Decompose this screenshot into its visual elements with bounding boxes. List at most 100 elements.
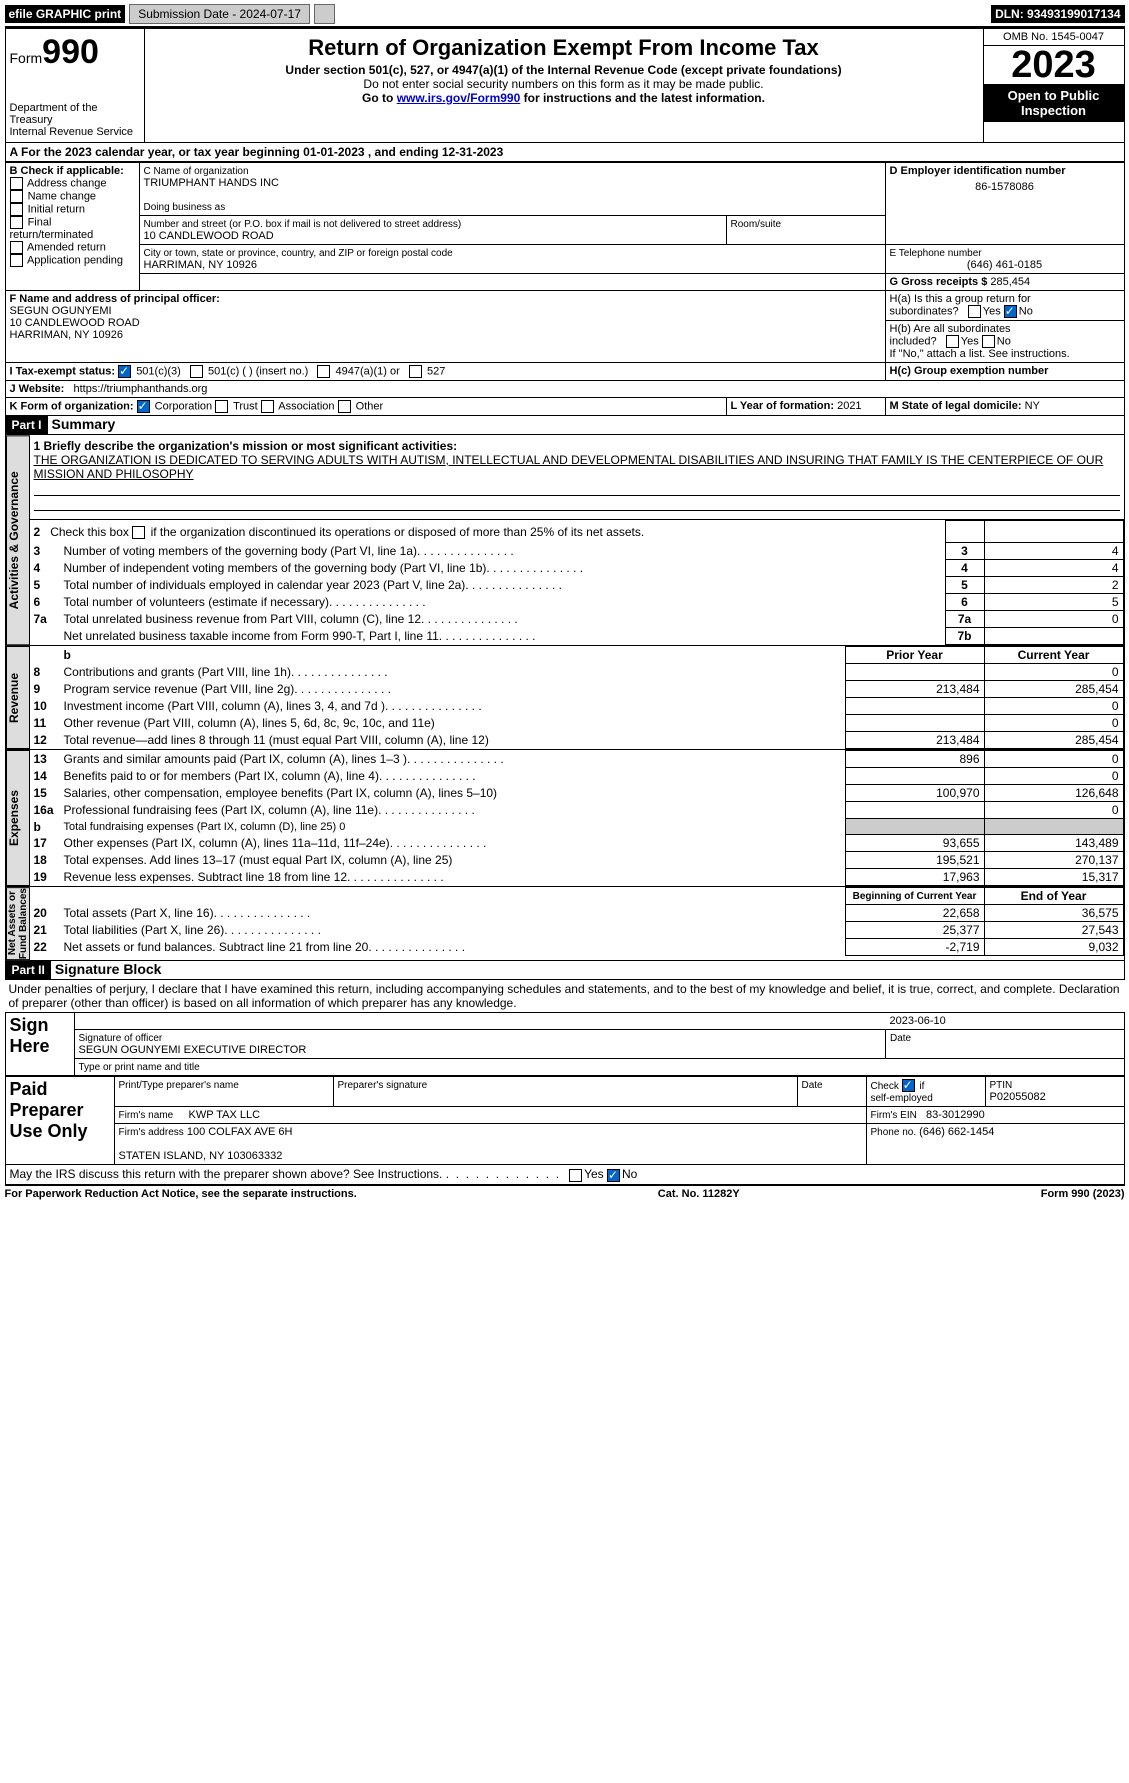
gov-row: 5Total number of individuals employed in… <box>30 577 1124 594</box>
submission-date[interactable]: Submission Date - 2024-07-17 <box>129 4 310 24</box>
discuss-text: May the IRS discuss this return with the… <box>10 1167 443 1181</box>
net-row: 20Total assets (Part X, line 16)22,65836… <box>30 905 1124 922</box>
box-c-label: C Name of organization <box>144 166 249 177</box>
rev-row: 11Other revenue (Part VIII, column (A), … <box>30 715 1124 732</box>
net-row: 21Total liabilities (Part X, line 26)25,… <box>30 922 1124 939</box>
tab-net-assets: Net Assets or Fund Balances <box>6 887 30 960</box>
year-formation-label: L Year of formation: <box>731 400 835 412</box>
exp-row: 13Grants and similar amounts paid (Part … <box>30 751 1124 768</box>
ptin-label: PTIN <box>990 1080 1013 1091</box>
declaration-text: Under penalties of perjury, I declare th… <box>5 980 1125 1012</box>
rev-row: 10Investment income (Part VIII, column (… <box>30 698 1124 715</box>
cb-final-return[interactable] <box>10 216 23 229</box>
beg-year-hdr: Beginning of Current Year <box>845 888 984 905</box>
exp-row: bTotal fundraising expenses (Part IX, co… <box>30 819 1124 835</box>
cb-trust[interactable] <box>215 400 228 413</box>
tab-governance: Activities & Governance <box>6 435 30 645</box>
firm-phone: (646) 662-1454 <box>919 1126 994 1138</box>
footer-left: For Paperwork Reduction Act Notice, see … <box>5 1188 357 1200</box>
officer-value: SEGUN OGUNYEMI 10 CANDLEWOOD ROAD HARRIM… <box>10 305 140 341</box>
footer-right: Form 990 (2023) <box>1041 1188 1125 1200</box>
cb-assoc[interactable] <box>261 400 274 413</box>
dba-label: Doing business as <box>144 202 226 213</box>
cb-501c[interactable] <box>190 365 203 378</box>
governance-table: 2 Check this box if the organization dis… <box>30 520 1124 645</box>
city-label: City or town, state or province, country… <box>144 248 453 259</box>
phone-label: E Telephone number <box>890 248 982 259</box>
exp-row: 15Salaries, other compensation, employee… <box>30 785 1124 802</box>
sign-date: 2023-06-10 <box>890 1015 946 1027</box>
room-label: Room/suite <box>731 219 782 230</box>
cb-ha-no[interactable] <box>1004 305 1017 318</box>
subtitle-1: Under section 501(c), 527, or 4947(a)(1)… <box>149 63 979 77</box>
top-toolbar: efile GRAPHIC print Submission Date - 20… <box>5 4 1125 28</box>
rev-row: 9Program service revenue (Part VIII, lin… <box>30 681 1124 698</box>
net-assets-table: Beginning of Current YearEnd of Year 20T… <box>30 887 1124 956</box>
cb-other[interactable] <box>338 400 351 413</box>
cb-discontinued[interactable] <box>132 526 145 539</box>
firm-name: KWP TAX LLC <box>188 1109 260 1121</box>
tab-revenue: Revenue <box>6 646 30 749</box>
footer-mid: Cat. No. 11282Y <box>658 1188 740 1200</box>
preparer-name-label: Print/Type preparer's name <box>119 1080 239 1091</box>
public-inspection: Open to Public Inspection <box>984 84 1124 122</box>
dept-label: Department of the Treasury Internal Reve… <box>10 102 140 138</box>
ptin-value: P02055082 <box>990 1091 1046 1103</box>
signature-section: Sign Here 2023-06-10 Signature of office… <box>5 1012 1125 1165</box>
end-year-hdr: End of Year <box>984 888 1123 905</box>
website-label: J Website: <box>10 383 65 395</box>
page-footer: For Paperwork Reduction Act Notice, see … <box>5 1185 1125 1200</box>
part1-header: Part ISummary <box>5 416 1125 435</box>
gross-value: 285,454 <box>990 276 1030 288</box>
subtitle-2: Do not enter social security numbers on … <box>149 77 979 91</box>
firm-ein-label: Firm's EIN <box>871 1110 917 1121</box>
form-header: Form990 Department of the Treasury Inter… <box>5 28 1125 143</box>
rev-row: 8Contributions and grants (Part VIII, li… <box>30 664 1124 681</box>
cb-501c3[interactable] <box>118 365 131 378</box>
officer-label: F Name and address of principal officer: <box>10 293 220 305</box>
revenue-table: bPrior YearCurrent Year 8Contributions a… <box>30 646 1124 749</box>
website-value: https://triumphanthands.org <box>73 383 207 395</box>
cb-corp[interactable] <box>137 400 150 413</box>
gov-row: 3Number of voting members of the governi… <box>30 543 1124 560</box>
cb-hb-no[interactable] <box>982 335 995 348</box>
exp-row: 19Revenue less expenses. Subtract line 1… <box>30 869 1124 886</box>
cb-pending[interactable] <box>10 254 23 267</box>
blank-btn[interactable] <box>314 4 335 24</box>
sig-officer-label: Signature of officer <box>79 1033 163 1044</box>
date-label: Date <box>890 1033 911 1044</box>
firm-name-label: Firm's name <box>119 1110 174 1121</box>
part2-header: Part IISignature Block <box>5 961 1125 980</box>
dln-label: DLN: 93493199017134 <box>991 5 1124 23</box>
cb-self-employed[interactable] <box>902 1079 915 1092</box>
cb-amended[interactable] <box>10 241 23 254</box>
mission-label: 1 Briefly describe the organization's mi… <box>34 439 458 453</box>
cb-527[interactable] <box>409 365 422 378</box>
city-value: HARRIMAN, NY 10926 <box>144 259 258 271</box>
cb-discuss-yes[interactable] <box>569 1169 582 1182</box>
row-a-period: A For the 2023 calendar year, or tax yea… <box>5 143 1125 162</box>
gov-row: 4Number of independent voting members of… <box>30 560 1124 577</box>
discuss-row: May the IRS discuss this return with the… <box>5 1165 1125 1184</box>
form-label: Form <box>10 50 43 66</box>
gov-row: Net unrelated business taxable income fr… <box>30 628 1124 645</box>
hc-label: H(c) Group exemption number <box>890 365 1049 377</box>
cb-address-change[interactable] <box>10 177 23 190</box>
cb-ha-yes[interactable] <box>968 305 981 318</box>
cb-4947[interactable] <box>317 365 330 378</box>
type-name-label: Type or print name and title <box>79 1062 200 1073</box>
paid-preparer-label: Paid Preparer Use Only <box>5 1077 114 1165</box>
cb-hb-yes[interactable] <box>946 335 959 348</box>
year-formation: 2021 <box>837 400 861 412</box>
gross-label: G Gross receipts $ <box>890 276 988 288</box>
org-name: TRIUMPHANT HANDS INC <box>144 177 279 189</box>
domicile-value: NY <box>1025 400 1040 412</box>
officer-signature: SEGUN OGUNYEMI EXECUTIVE DIRECTOR <box>79 1044 307 1056</box>
irs-link[interactable]: www.irs.gov/Form990 <box>397 91 521 105</box>
exp-row: 16aProfessional fundraising fees (Part I… <box>30 802 1124 819</box>
cb-discuss-no[interactable] <box>607 1169 620 1182</box>
cb-name-change[interactable] <box>10 190 23 203</box>
preparer-date-label: Date <box>802 1080 823 1091</box>
cb-initial-return[interactable] <box>10 203 23 216</box>
net-row: 22Net assets or fund balances. Subtract … <box>30 939 1124 956</box>
